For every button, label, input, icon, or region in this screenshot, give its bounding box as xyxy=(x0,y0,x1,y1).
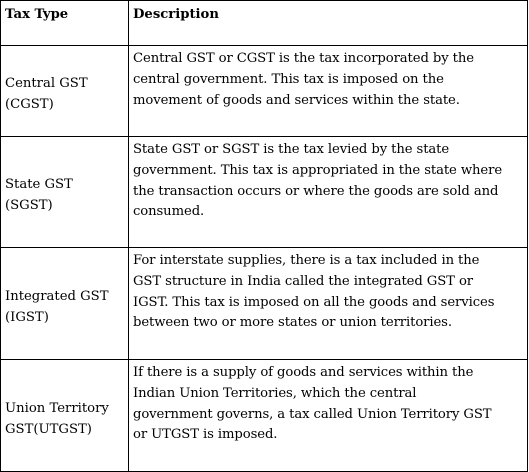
description-cell: For interstate supplies, there is a tax … xyxy=(128,247,528,360)
tax-type-line: (SGST) xyxy=(5,198,53,213)
description-line: If there is a supply of goods and servic… xyxy=(133,365,474,380)
header-description: Description xyxy=(128,0,528,46)
description-line: GST structure in India called the integr… xyxy=(133,273,473,289)
description-line: Central GST or CGST is the tax incorpora… xyxy=(133,51,474,66)
description-line: between two or more states or union terr… xyxy=(133,315,452,331)
description-line: movement of goods and services within th… xyxy=(133,92,460,108)
description-cell: If there is a supply of goods and servic… xyxy=(128,359,528,472)
description-line: government governs, a tax called Union T… xyxy=(133,406,492,422)
description-line: the transaction occurs or where the good… xyxy=(133,183,499,199)
description-line: State GST or SGST is the tax levied by t… xyxy=(133,142,450,157)
table-row-igst: Integrated GST (IGST) For interstate sup… xyxy=(0,247,528,360)
tax-type-line: GST(UTGST) xyxy=(5,421,92,437)
description-line: For interstate supplies, there is a tax … xyxy=(133,253,480,268)
table-row-sgst: State GST (SGST) State GST or SGST is th… xyxy=(0,136,528,248)
tax-type-cell: Union Territory GST(UTGST) xyxy=(0,359,129,472)
description-cell: Central GST or CGST is the tax incorpora… xyxy=(128,45,528,137)
tax-type-line: State GST xyxy=(5,177,73,193)
tax-type-line: Central GST xyxy=(5,76,88,92)
header-tax-type: Tax Type xyxy=(0,0,129,46)
table-row-cgst: Central GST (CGST) Central GST or CGST i… xyxy=(0,45,528,137)
tax-type-line: (IGST) xyxy=(5,309,49,325)
description-cell: State GST or SGST is the tax levied by t… xyxy=(128,136,528,248)
description-line: consumed. xyxy=(133,204,205,220)
description-line: government. This tax is appropriated in … xyxy=(133,162,503,178)
description-line: IGST. This tax is imposed on all the goo… xyxy=(133,294,495,310)
description-line: Indian Union Territories, which the cent… xyxy=(133,385,417,401)
table-header-row: Tax Type Description xyxy=(0,0,528,46)
tax-type-cell: Integrated GST (IGST) xyxy=(0,247,129,360)
description-line: or UTGST is imposed. xyxy=(133,427,278,443)
description-line: central government. This tax is imposed … xyxy=(133,71,444,87)
tax-type-line: Integrated GST xyxy=(5,288,109,304)
table-row-utgst: Union Territory GST(UTGST) If there is a… xyxy=(0,359,528,472)
tax-type-cell: State GST (SGST) xyxy=(0,136,129,248)
tax-type-line: (CGST) xyxy=(5,97,54,112)
tax-type-cell: Central GST (CGST) xyxy=(0,45,129,137)
tax-type-line: Union Territory xyxy=(5,400,109,416)
